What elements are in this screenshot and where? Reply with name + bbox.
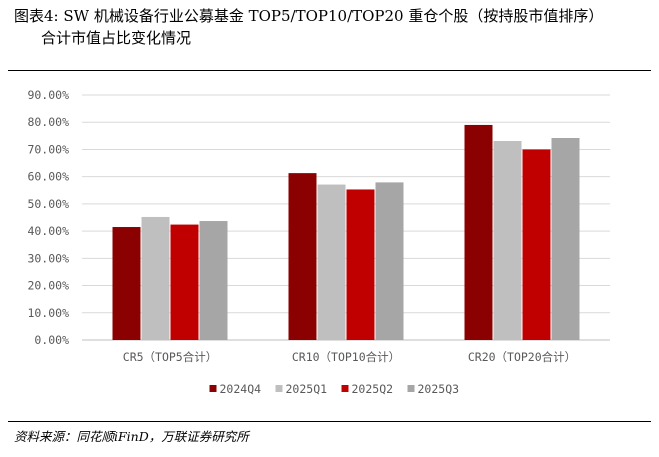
y-tick-label: 30.00% xyxy=(27,251,69,265)
legend-label: 2025Q2 xyxy=(352,382,394,396)
bar-2024Q4-2 xyxy=(288,173,317,340)
y-tick-label: 90.00% xyxy=(27,88,69,102)
legend-swatch xyxy=(341,385,349,392)
legend-label: 2025Q3 xyxy=(418,382,460,396)
category-label: CR10（TOP10合计） xyxy=(292,350,400,364)
y-tick-label: 70.00% xyxy=(27,142,69,156)
legend-swatch xyxy=(407,385,415,392)
y-tick-label: 40.00% xyxy=(27,224,69,238)
y-tick-label: 50.00% xyxy=(27,197,69,211)
bar-chart: 0.00% 10.00% 20.00% 30.00% 40.00% 50.00% 60.00… xyxy=(27,88,610,396)
y-tick-label: 60.00% xyxy=(27,170,69,184)
bars xyxy=(112,124,580,340)
y-axis-ticks: 0.00% 10.00% 20.00% 30.00% 40.00% 50.00% 60.00… xyxy=(27,88,69,347)
legend-label: 2025Q1 xyxy=(286,382,328,396)
legend: 2024Q4 2025Q1 2025Q2 2025Q3 xyxy=(209,382,460,396)
bar-2024Q4-3 xyxy=(464,124,493,340)
bar-2025Q2-2 xyxy=(346,189,375,340)
x-axis-categories: CR5（TOP5合计） CR10（TOP10合计） CR20（TOP20合计） xyxy=(123,350,576,364)
y-tick-label: 20.00% xyxy=(27,279,69,293)
bar-2025Q2-3 xyxy=(522,149,551,340)
title-divider xyxy=(8,70,651,71)
legend-swatch xyxy=(275,385,283,392)
title-line-2: 合计市值占比变化情况 xyxy=(41,29,192,47)
source-divider xyxy=(8,421,651,422)
bar-2025Q1-3 xyxy=(493,141,522,340)
category-label: CR20（TOP20合计） xyxy=(468,350,576,364)
title-line-1: 图表4: SW 机械设备行业公募基金 TOP5/TOP10/TOP20 重仓个股… xyxy=(14,7,604,25)
bar-2024Q4-1 xyxy=(112,227,141,340)
chart-title: 图表4: SW 机械设备行业公募基金 TOP5/TOP10/TOP20 重仓个股… xyxy=(14,5,654,49)
bar-2025Q3-1 xyxy=(199,221,228,340)
y-tick-label: 10.00% xyxy=(27,306,69,320)
legend-swatch xyxy=(209,385,217,392)
source-note: 资料来源：同花顺iFinD，万联证券研究所 xyxy=(14,429,249,444)
y-tick-label: 80.00% xyxy=(27,115,69,129)
grid-lines xyxy=(82,94,610,341)
bar-2025Q3-3 xyxy=(551,138,580,340)
bar-2025Q3-2 xyxy=(375,182,404,340)
y-tick-label: 0.00% xyxy=(34,333,69,347)
bar-2025Q1-1 xyxy=(141,216,170,340)
bar-2025Q1-2 xyxy=(317,184,346,340)
category-label: CR5（TOP5合计） xyxy=(123,350,217,364)
legend-label: 2024Q4 xyxy=(220,382,262,396)
bar-2025Q2-1 xyxy=(170,224,199,340)
